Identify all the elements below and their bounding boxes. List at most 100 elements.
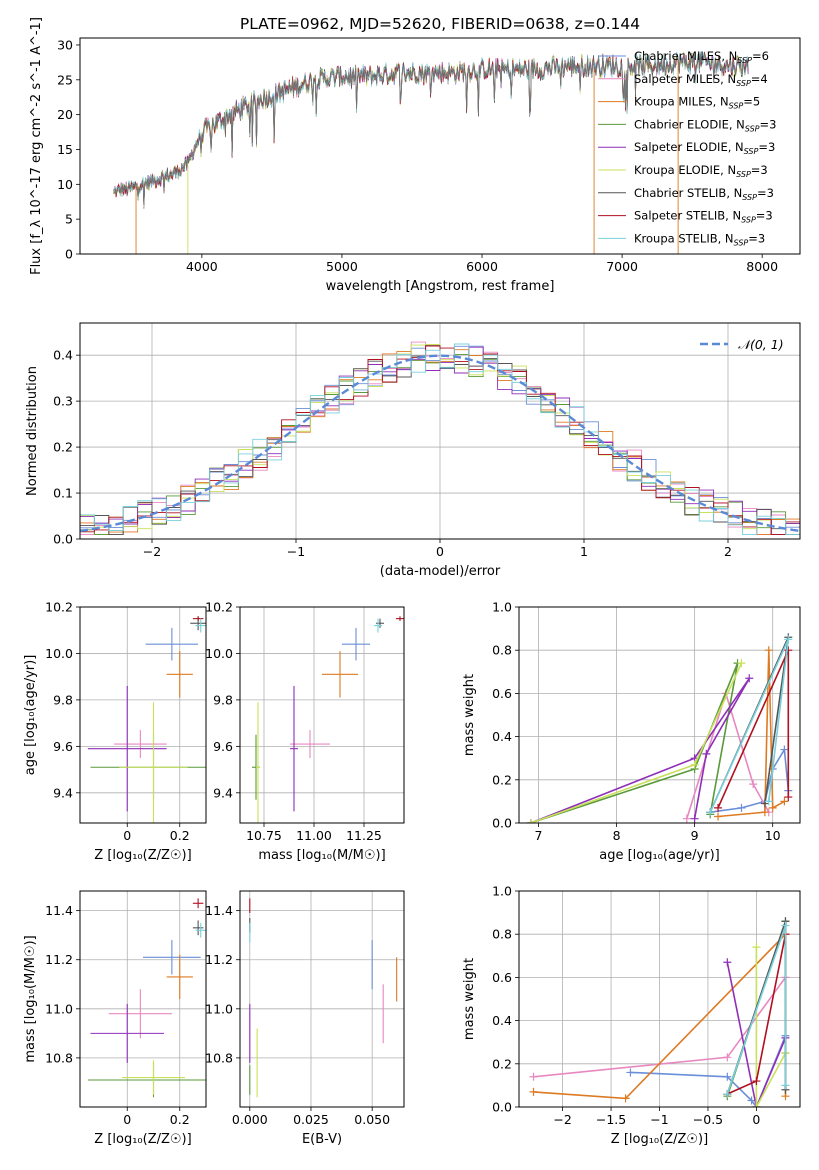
legend-label-5: Kroupa ELODIE, NSSP=3: [634, 163, 768, 179]
y-tick-label: 11.0: [45, 1001, 73, 1016]
x-tick-label: 10: [765, 828, 781, 843]
x-axis-label: mass [log₁₀(M/M☉)]: [258, 848, 385, 863]
y-tick-label: 10.0: [45, 646, 73, 661]
x-tick-label: 8000: [746, 259, 778, 274]
plot-area-age_vs_mass: [240, 607, 404, 823]
panel-mass_vs_ebv: 0.000 0.025 0.050 10.8 11.0 11.2 11.4 E(B-V): [205, 890, 405, 1147]
legend-label-4: Salpeter ELODIE, NSSP=3: [634, 140, 775, 156]
legend-label-1: Salpeter MILES, NSSP=4: [634, 72, 768, 88]
weight-marker-2-0: [714, 812, 723, 821]
y-tick-label: 9.4: [53, 785, 73, 800]
y-tick-label: 11.2: [45, 952, 73, 967]
y-axis-label: Flux [f_λ 10^-17 erg cm^-2 s^-1 A^-1]: [29, 17, 44, 275]
axes-frame: [79, 37, 801, 255]
weight-marker-8-2: [764, 797, 773, 806]
weight-marker-0-1: [737, 803, 746, 812]
x-tick-label: 0.2: [170, 828, 190, 843]
weight-marker-8-1: [781, 921, 790, 930]
panel-residuals: −2 −1 0 1 2 0.0 0.1 0.2 0.3 0.4 (data-model)/error…: [25, 322, 801, 579]
x-axis-label: E(B-V): [302, 1132, 342, 1147]
panel-mass_vs_Z: 0 0.2 10.8 11.0 11.2 11.4 Z [log₁₀(Z/Z☉)] mass …: [23, 890, 207, 1147]
y-axis-label: age [log₁₀(age/yr)]: [23, 655, 38, 776]
y-tick-label: 0: [65, 247, 73, 262]
panel-weight_vs_age: 7 8 9 10 0.0 0.2 0.4 0.6 0.8 1.0 age [log₁₀(age/yr…: [462, 600, 801, 863]
legend-label-7: Salpeter STELIB, NSSP=3: [634, 209, 773, 225]
x-tick-label: 11.00: [296, 828, 332, 843]
weight-marker-7-0: [714, 803, 723, 812]
weight-marker-8-1: [784, 635, 793, 644]
y-tick-label: 11.4: [205, 903, 233, 918]
histogram-8: [80, 343, 800, 535]
x-axis-label: (data-model)/error: [380, 564, 501, 579]
weight-marker-8-0: [723, 1090, 732, 1099]
plot-area-mass_vs_ebv: [240, 891, 404, 1107]
weight-marker-0-4: [780, 745, 789, 754]
plot-area-weight_vs_Z: [519, 891, 800, 1107]
x-tick-label: 7000: [606, 259, 638, 274]
plot-area-mass_vs_Z: [80, 891, 206, 1107]
weight-marker-5-2: [737, 659, 746, 668]
weight-line-4: [726, 962, 787, 1107]
x-tick-label: 0.000: [232, 1112, 268, 1127]
x-tick-label: 5000: [326, 259, 358, 274]
y-tick-label: 10.8: [205, 1050, 233, 1065]
weight-marker-7-1: [752, 1077, 761, 1086]
x-tick-label: 0: [123, 1112, 131, 1127]
weight-marker-7-1: [784, 646, 793, 655]
y-tick-label: 5: [65, 212, 73, 227]
x-tick-label: −2: [553, 1112, 571, 1127]
y-tick-label: 0.0: [492, 816, 512, 831]
x-tick-label: 0: [752, 1112, 760, 1127]
weight-marker-5-0: [752, 943, 761, 952]
x-axis-label: age [log₁₀(age/yr)]: [599, 848, 720, 863]
y-tick-label: 0.4: [53, 348, 73, 363]
weight-line-3: [530, 662, 739, 823]
y-axis-label: mass weight: [462, 958, 477, 1040]
axes-frame: [518, 606, 801, 824]
x-tick-label: 11.25: [346, 828, 382, 843]
weight-marker-5-1: [690, 760, 699, 769]
plot-area-weight_vs_age: [519, 607, 800, 823]
x-axis-label: Z [log₁₀(Z/Z☉)]: [94, 1132, 191, 1147]
figure-title: PLATE=0962, MJD=52620, FIBERID=0638, z=0…: [240, 15, 640, 33]
panel-weight_vs_Z: −2 −1.5 −1 −0.5 0 0.0 0.2 0.4 0.6 0.8 1.0 Z [log₁₀(…: [462, 884, 801, 1147]
axes-frame: [79, 890, 207, 1108]
weight-marker-1-0: [682, 814, 691, 823]
y-tick-label: 9.8: [53, 692, 73, 707]
plot-area-spectrum: [113, 51, 749, 254]
weight-line-0: [710, 747, 790, 813]
x-tick-label: −1: [650, 1112, 668, 1127]
x-tick-label: 10.75: [246, 828, 282, 843]
x-tick-label: 8: [613, 828, 621, 843]
y-tick-label: 0.0: [53, 532, 73, 547]
y-tick-label: 0.6: [492, 970, 512, 985]
x-tick-label: −0.5: [693, 1112, 723, 1127]
x-tick-label: −1: [287, 544, 305, 559]
x-axis-label: Z [log₁₀(Z/Z☉)]: [611, 1132, 708, 1147]
y-tick-label: 10.2: [45, 600, 73, 615]
x-tick-label: 0.050: [354, 1112, 390, 1127]
y-tick-label: 0.1: [53, 486, 73, 501]
weight-marker-7-2: [784, 793, 793, 802]
y-tick-label: 0.6: [492, 686, 512, 701]
weight-marker-0-1: [723, 1072, 732, 1081]
y-tick-label: 1.0: [492, 884, 512, 899]
weight-marker-2-1: [621, 1094, 630, 1103]
y-tick-label: 1.0: [492, 600, 512, 615]
x-tick-label: 0.2: [170, 1112, 190, 1127]
axes-frame: [79, 322, 801, 540]
y-tick-label: 9.8: [213, 692, 233, 707]
histogram-7: [80, 345, 800, 535]
y-tick-label: 10.8: [45, 1050, 73, 1065]
y-axis-label: mass weight: [462, 674, 477, 756]
x-axis-label: wavelength [Angstrom, rest frame]: [326, 279, 555, 294]
x-tick-label: 0: [123, 828, 131, 843]
y-tick-label: 9.6: [213, 739, 233, 754]
y-tick-label: 20: [57, 107, 73, 122]
axes-frame: [239, 890, 405, 1108]
legend-label-6: Chabrier STELIB, NSSP=3: [634, 186, 774, 202]
x-tick-label: 0.025: [293, 1112, 329, 1127]
y-tick-label: 0.8: [492, 643, 512, 658]
x-tick-label: 6000: [466, 259, 498, 274]
weight-marker-0-0: [626, 1068, 635, 1077]
